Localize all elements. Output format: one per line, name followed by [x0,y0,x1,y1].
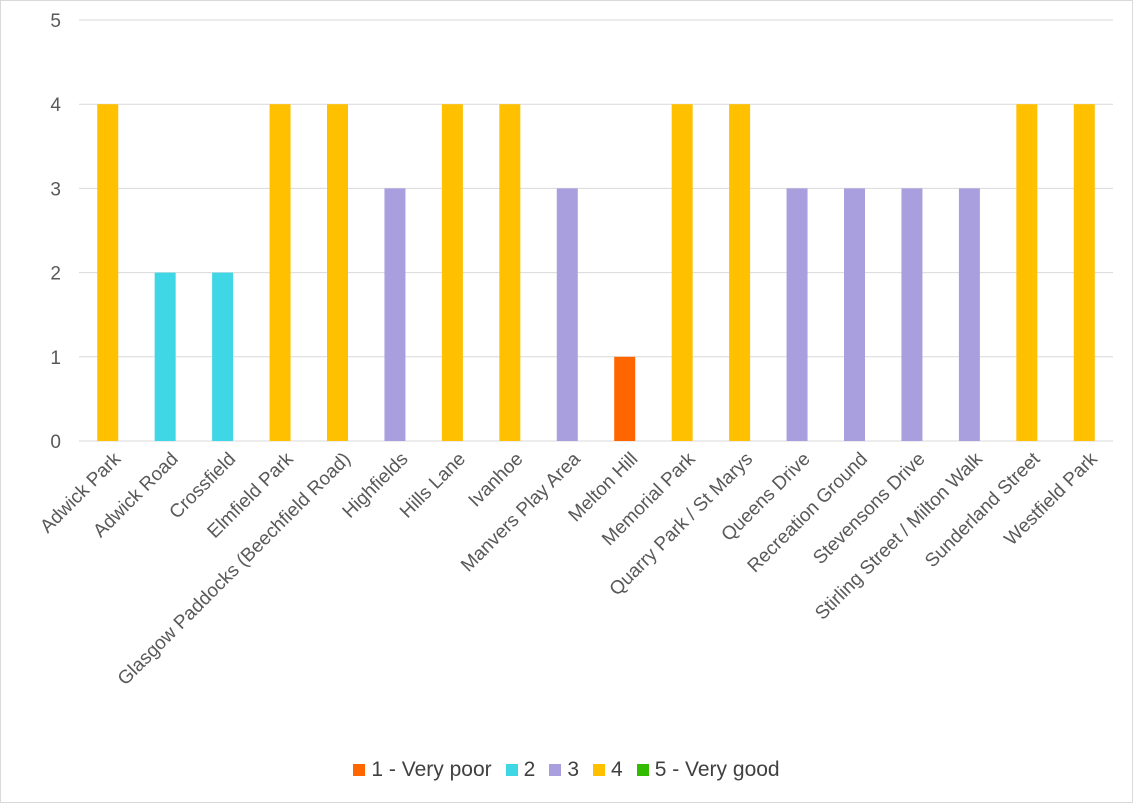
legend-item: 2 [505,758,536,782]
bar [327,104,348,441]
bar [556,188,578,441]
bar [154,272,176,441]
bar [614,356,636,441]
legend-swatch [353,764,366,776]
legend-swatch [549,764,562,776]
bar [729,104,751,441]
chart-legend: 1 - Very poor 2 3 4 5 - Very good [0,758,1133,782]
legend-item: 1 - Very poor [353,758,492,782]
bar [786,188,808,441]
bar [441,104,463,441]
legend-label: 5 - Very good [654,758,780,781]
bar [97,104,119,441]
y-tick-label: 5 [50,11,61,32]
bar [671,104,693,441]
legend-item: 5 - Very good [636,758,780,782]
bar [958,188,980,441]
y-tick-label: 2 [50,264,61,285]
bar [499,104,521,441]
bar [901,188,923,441]
legend-label: 1 - Very poor [371,758,492,781]
bar [1016,104,1038,441]
bar [269,104,291,441]
y-tick-label: 4 [50,95,61,116]
legend-label: 2 [523,758,536,781]
bar [384,188,406,441]
y-tick-label: 0 [50,432,61,453]
bar [1073,104,1095,441]
bar [212,272,234,441]
legend-label: 4 [611,758,623,781]
y-tick-label: 3 [50,179,61,200]
legend-item: 4 [593,758,623,782]
legend-swatch [636,764,649,776]
legend-label: 3 [567,758,579,781]
y-tick-label: 1 [50,348,61,369]
legend-swatch [505,764,518,776]
legend-item: 3 [549,758,579,782]
bar [844,188,865,441]
legend-swatch [593,764,605,776]
